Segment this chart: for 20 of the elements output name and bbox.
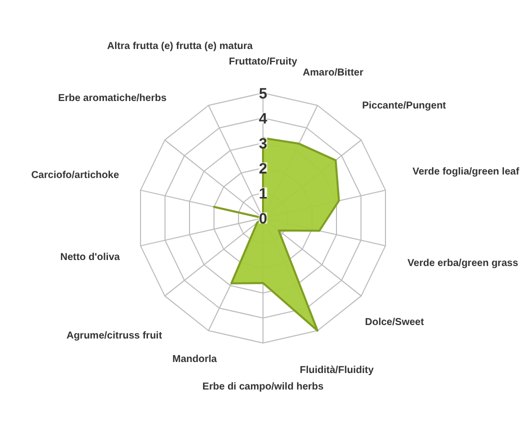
y-tick-label: 1 bbox=[258, 186, 268, 202]
spoke-label: Erbe aromatiche/herbs bbox=[58, 92, 167, 104]
spoke-label: Fruttato/Fruity bbox=[228, 56, 298, 68]
spoke-label: Fluidità/Fluidity bbox=[300, 364, 374, 376]
spoke-label: Mandorla bbox=[172, 354, 218, 365]
y-tick-label: 0 bbox=[258, 210, 268, 228]
spoke-label: Piccante/Pungent bbox=[362, 100, 447, 112]
spoke-label: Carciofo/artichoke bbox=[31, 170, 120, 181]
spoke-label: Verde erba/green grass bbox=[408, 258, 519, 269]
spoke-label: Agrume/citruss fruit bbox=[66, 330, 163, 342]
spoke-label: Erbe di campo/wild herbs bbox=[202, 381, 324, 392]
spoke-label: Netto d'oliva bbox=[60, 252, 120, 263]
y-tick-label: 4 bbox=[258, 110, 268, 128]
spoke-label: Altra frutta (e) frutta (e) matura bbox=[107, 40, 254, 52]
y-tick-label: 2 bbox=[258, 160, 268, 178]
spoke-label: Dolce/Sweet bbox=[365, 316, 425, 328]
spoke-label: Verde foglia/green leaf bbox=[412, 166, 520, 178]
y-tick-label: 5 bbox=[258, 86, 268, 102]
y-tick-label: 3 bbox=[258, 136, 268, 152]
spoke-label: Amaro/Bitter bbox=[302, 68, 364, 79]
